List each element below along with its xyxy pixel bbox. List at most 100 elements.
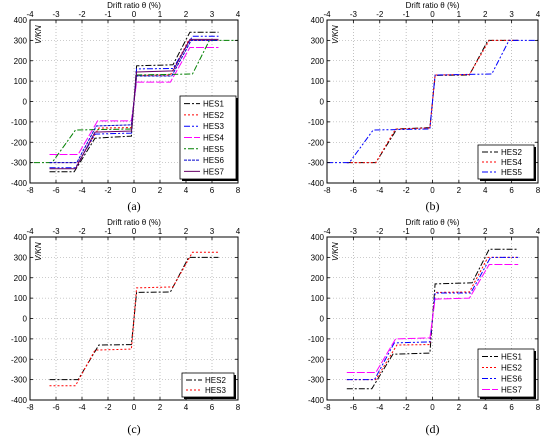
y-tick-label: 0 xyxy=(320,98,325,107)
y-tick-label: -300 xyxy=(11,159,28,168)
y-axis-label: V/KN xyxy=(331,242,340,261)
x-tick-label: 0 xyxy=(430,186,435,195)
legend-label-hes2: HES2 xyxy=(501,148,522,157)
top-tick-label: -3 xyxy=(52,10,60,19)
x-tick-label: -2 xyxy=(403,186,411,195)
x-tick-label: 0 xyxy=(430,403,435,412)
x-tick-label: 8 xyxy=(536,403,541,412)
legend-label-hes5: HES5 xyxy=(203,145,224,154)
series-line-hes2 xyxy=(49,256,219,381)
top-tick-label: -2 xyxy=(78,227,86,236)
chart-panel-4: -8 -6 -4 -2 0 2 4 6 8 -4 -3 -2 -1 0 1 2 3 4 -400 -300 -200 -1… xyxy=(308,218,541,436)
y-tick-label: -400 xyxy=(308,179,325,188)
y-tick-label: 300 xyxy=(311,253,325,262)
top-tick-label: 3 xyxy=(509,227,514,236)
x-tick-label: -4 xyxy=(78,186,86,195)
chart-panel-3: -8 -6 -4 -2 0 2 4 6 8 -4 -3 -2 -1 0 1 2 3 4 -400 -300 -200 -1… xyxy=(11,218,241,436)
top-tick-label: 1 xyxy=(158,10,163,19)
top-tick-label: 2 xyxy=(184,10,189,19)
top-tick-label: -3 xyxy=(52,227,60,236)
y-tick-label: 200 xyxy=(311,274,325,283)
x-tick-label: 2 xyxy=(158,186,163,195)
y-tick-label: 400 xyxy=(14,16,28,25)
legend-label-hes3: HES3 xyxy=(205,386,226,395)
y-tick-label: -100 xyxy=(11,335,28,344)
top-tick-label: -3 xyxy=(350,10,358,19)
y-tick-label: -400 xyxy=(11,396,28,405)
x-tick-label: 4 xyxy=(184,403,189,412)
x-tick-label: -8 xyxy=(323,403,331,412)
series-line-hes5 xyxy=(327,39,538,164)
y-tick-label: -400 xyxy=(11,179,28,188)
y-axis-label: V/KN xyxy=(34,242,43,261)
x-tick-label: 2 xyxy=(457,186,462,195)
top-axis-label: Drift ratio θ (%) xyxy=(406,218,460,227)
x-tick-label: -8 xyxy=(323,186,331,195)
y-tick-label: 0 xyxy=(23,98,28,107)
x-tick-label: 2 xyxy=(158,403,163,412)
x-tick-label: -8 xyxy=(26,186,34,195)
legend-label-hes4: HES4 xyxy=(501,158,522,167)
top-tick-label: 2 xyxy=(483,10,488,19)
top-tick-label: -4 xyxy=(26,10,34,19)
y-tick-label: 200 xyxy=(14,274,28,283)
legend-label-hes1: HES1 xyxy=(203,100,224,109)
x-tick-label: 4 xyxy=(184,186,189,195)
top-tick-label: 0 xyxy=(430,10,435,19)
y-tick-label: 100 xyxy=(14,294,28,303)
x-tick-label: -6 xyxy=(350,403,358,412)
y-tick-label: -300 xyxy=(308,376,325,385)
y-tick-label: -100 xyxy=(308,335,325,344)
y-tick-label: -100 xyxy=(11,118,28,127)
x-tick-label: 4 xyxy=(483,403,488,412)
top-tick-label: -1 xyxy=(104,10,112,19)
top-tick-label: 1 xyxy=(457,10,462,19)
y-tick-label: 200 xyxy=(311,57,325,66)
legend-label-hes1: HES1 xyxy=(501,353,522,362)
top-tick-label: -2 xyxy=(376,10,384,19)
series-line-hes7 xyxy=(49,38,219,170)
top-tick-label: 4 xyxy=(536,10,541,19)
y-tick-label: 0 xyxy=(23,315,28,324)
x-tick-label: 2 xyxy=(457,403,462,412)
x-tick-label: 4 xyxy=(483,186,488,195)
y-tick-label: -200 xyxy=(308,355,325,364)
y-tick-label: 300 xyxy=(311,36,325,45)
x-tick-label: 0 xyxy=(132,186,137,195)
top-tick-label: -4 xyxy=(323,10,331,19)
legend-label-hes7: HES7 xyxy=(203,167,224,176)
y-tick-label: -300 xyxy=(11,376,28,385)
y-tick-label: -400 xyxy=(308,396,325,405)
legend-label-hes2: HES2 xyxy=(203,111,224,120)
panel-label: (b) xyxy=(426,199,440,213)
x-tick-label: -2 xyxy=(104,403,112,412)
x-tick-label: 8 xyxy=(236,403,241,412)
y-tick-label: 300 xyxy=(14,253,28,262)
x-tick-label: -2 xyxy=(104,186,112,195)
y-tick-label: -200 xyxy=(308,138,325,147)
y-tick-label: -200 xyxy=(11,138,28,147)
legend: HES1 HES2 HES6 HES7 xyxy=(477,348,536,399)
x-tick-label: 6 xyxy=(210,403,215,412)
x-tick-label: 6 xyxy=(509,403,514,412)
top-tick-label: -4 xyxy=(323,227,331,236)
legend-label-hes6: HES6 xyxy=(203,156,224,165)
legend-label-hes2: HES2 xyxy=(205,376,226,385)
y-tick-label: 200 xyxy=(14,57,28,66)
legend: HES1 HES2 HES3 HES4 HES5 HES6 HES7 xyxy=(179,95,238,181)
y-tick-label: 400 xyxy=(14,233,28,242)
legend-box xyxy=(181,372,235,398)
y-tick-label: 400 xyxy=(311,233,325,242)
top-tick-label: 4 xyxy=(236,227,241,236)
legend-label-hes2: HES2 xyxy=(501,364,522,373)
legend-label-hes7: HES7 xyxy=(501,386,522,395)
x-tick-label: -4 xyxy=(78,403,86,412)
x-tick-label: -6 xyxy=(350,186,358,195)
top-tick-label: -2 xyxy=(78,10,86,19)
top-axis-label: Drift ratio θ (%) xyxy=(107,218,161,227)
x-tick-label: -6 xyxy=(52,403,60,412)
series-line-hes3 xyxy=(49,251,219,387)
y-tick-label: -300 xyxy=(308,159,325,168)
